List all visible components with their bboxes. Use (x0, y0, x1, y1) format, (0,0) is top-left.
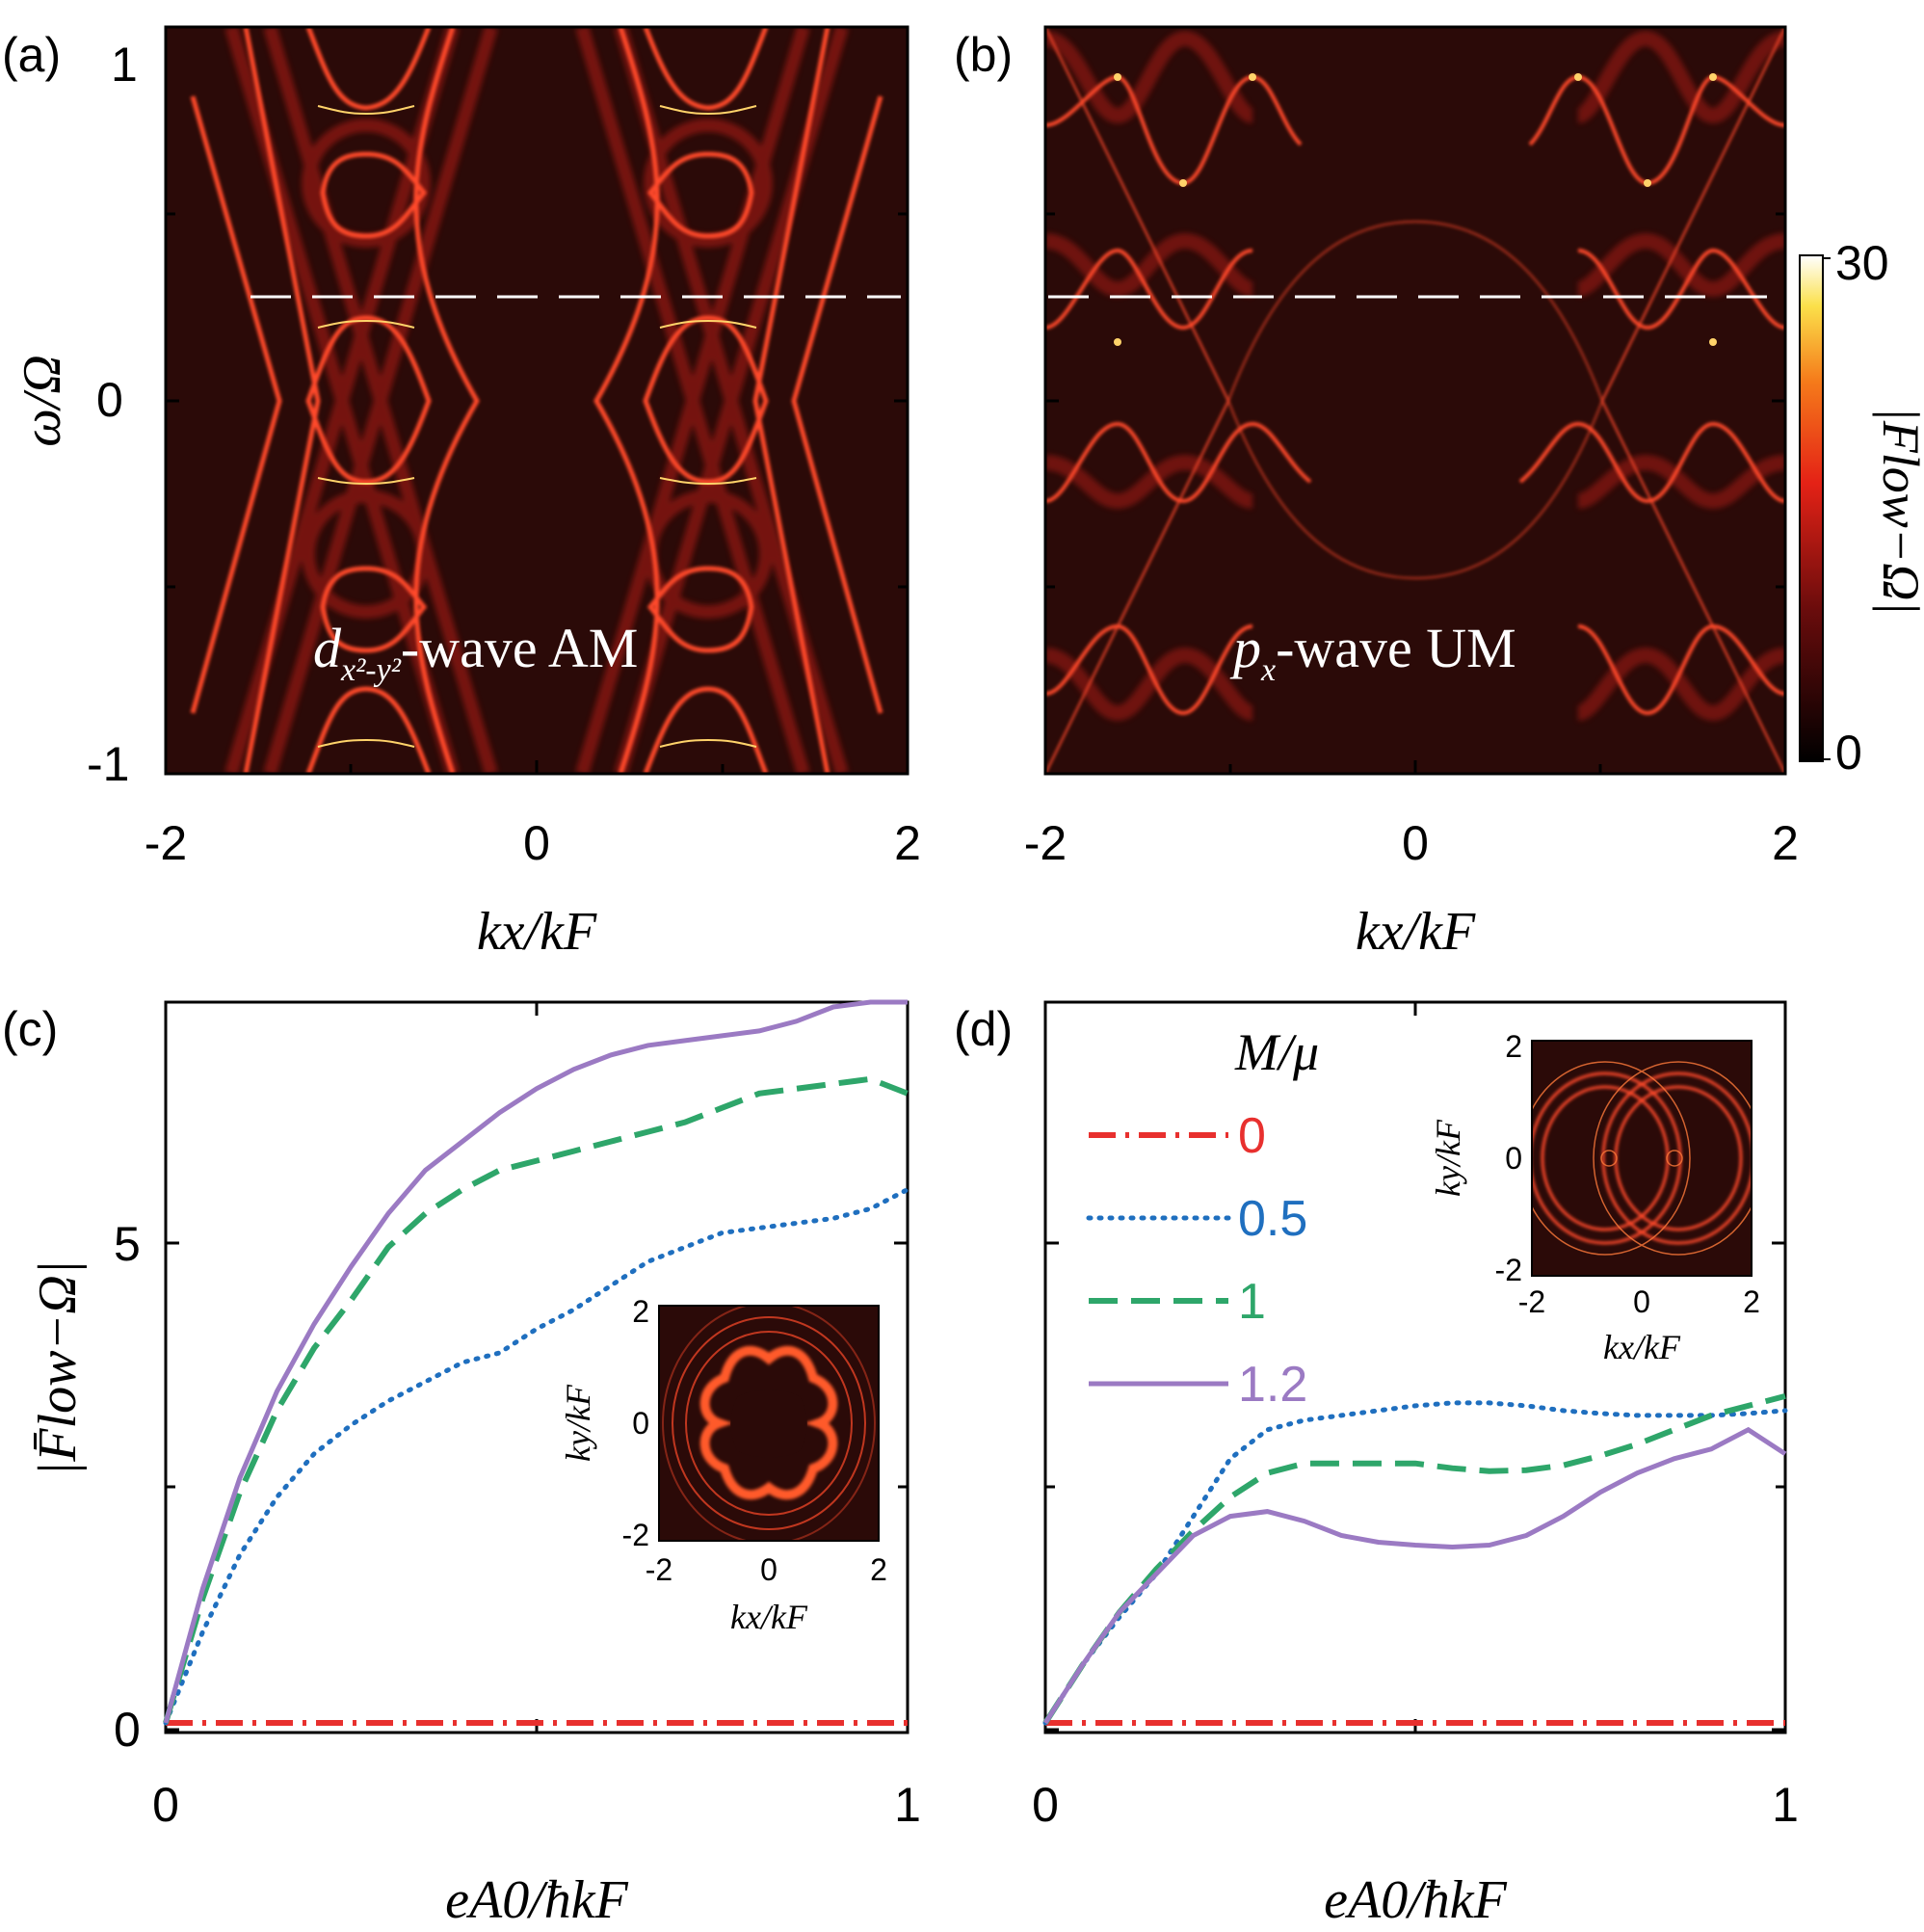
panel-c-xtick-1: 1 (894, 1778, 921, 1832)
panel-a-xtick-neg2: -2 (145, 816, 187, 870)
legend-label-1: 1 (1238, 1274, 1266, 1330)
panel-a-xlabel: kx/kF (477, 902, 597, 962)
panel-a-heatmap (166, 27, 908, 774)
legend: M/μ 0 0.5 1 1.2 (1086, 1023, 1319, 1413)
panel-c-inset (658, 1305, 880, 1542)
panel-b-annotation: px-wave UM (1229, 617, 1516, 688)
series-line-1_2 (163, 999, 908, 1724)
panel-c-inset-ytick-0: 0 (632, 1406, 649, 1441)
panel-a-annotation: dx²-y²-wave AM (313, 617, 638, 688)
series-line-1_2 (1042, 1426, 1787, 1725)
colorbar-max: 30 (1835, 236, 1889, 290)
panel-c-ylabel: |F̄low−Ω| (28, 1260, 88, 1476)
series-line-1 (1042, 1392, 1786, 1725)
legend-label-0: 0 (1238, 1108, 1266, 1164)
panel-b-heatmap (1045, 27, 1785, 774)
panel-c-inset-ytick-2: 2 (632, 1294, 649, 1329)
panel-a-ytick-0: 0 (96, 373, 123, 427)
panel-c-series (163, 999, 910, 1726)
panel-d-inset-ytick-neg2: -2 (1495, 1253, 1522, 1287)
series-line-0_5 (163, 1187, 910, 1726)
panel-c-xtick-0: 0 (152, 1778, 179, 1832)
panel-d-xlabel: eA0/ħkF (1324, 1870, 1507, 1930)
panel-d-inset-xtick-neg2: -2 (1518, 1284, 1545, 1319)
panel-a-ylabel: ω/Ω (13, 355, 72, 447)
panel-c-inset-xlabel: kx/kF (730, 1598, 808, 1636)
panel-c-ytick-0: 0 (114, 1703, 141, 1757)
panel-a-ticks (166, 212, 908, 774)
panel-b-xtick-neg2: -2 (1024, 816, 1067, 870)
panel-b-label: (b) (954, 28, 1013, 82)
panel-c-inset-ylabel: ky/kF (559, 1384, 597, 1462)
panel-a-xtick-2: 2 (894, 816, 921, 870)
panel-b-ticks (1045, 212, 1785, 774)
panel-d-xtick-0: 0 (1032, 1778, 1059, 1832)
series-line-1 (163, 1075, 909, 1724)
legend-label-0_5: 0.5 (1238, 1191, 1307, 1247)
panel-b-xtick-2: 2 (1772, 816, 1799, 870)
panel-a-ytick-neg1: -1 (87, 737, 129, 791)
panel-d-inset-xtick-2: 2 (1743, 1284, 1760, 1319)
panel-c-inset-ytick-neg2: -2 (622, 1518, 649, 1552)
panel-d-inset (1531, 1040, 1753, 1277)
panel-c-inset-xtick-neg2: -2 (646, 1552, 672, 1587)
colorbar (1799, 254, 1831, 762)
colorbar-label: |Flow−Ω| (1872, 407, 1924, 615)
panel-c-inset-xtick-2: 2 (870, 1552, 887, 1587)
panel-d-ticks (1045, 1002, 1785, 1733)
panel-c-ytick-5: 5 (114, 1217, 141, 1271)
panel-d-xtick-1: 1 (1772, 1778, 1799, 1832)
panel-d-series (1042, 1392, 1788, 1726)
panel-d-inset-ytick-0: 0 (1505, 1141, 1522, 1176)
legend-title: M/μ (1234, 1023, 1319, 1081)
legend-label-1_2: 1.2 (1238, 1357, 1307, 1413)
panel-c-label: (c) (2, 1002, 58, 1056)
panel-d-label: (d) (954, 1002, 1013, 1056)
panel-d-inset-xlabel: kx/kF (1603, 1328, 1681, 1366)
panel-b-xtick-0: 0 (1402, 816, 1429, 870)
panel-b-xlabel: kx/kF (1356, 902, 1476, 962)
panel-d-inset-ytick-2: 2 (1505, 1029, 1522, 1064)
series-line-0_5 (1042, 1400, 1788, 1726)
panel-a-xtick-0: 0 (523, 816, 550, 870)
panel-d-inset-xtick-0: 0 (1633, 1284, 1650, 1319)
panel-c-xlabel: eA0/ħkF (445, 1870, 628, 1930)
colorbar-min: 0 (1835, 726, 1862, 780)
panel-a-ytick-1: 1 (111, 38, 138, 92)
panel-d-inset-ylabel: ky/kF (1429, 1119, 1467, 1197)
panel-c-inset-xtick-0: 0 (760, 1552, 778, 1587)
panel-a-label: (a) (2, 28, 61, 82)
